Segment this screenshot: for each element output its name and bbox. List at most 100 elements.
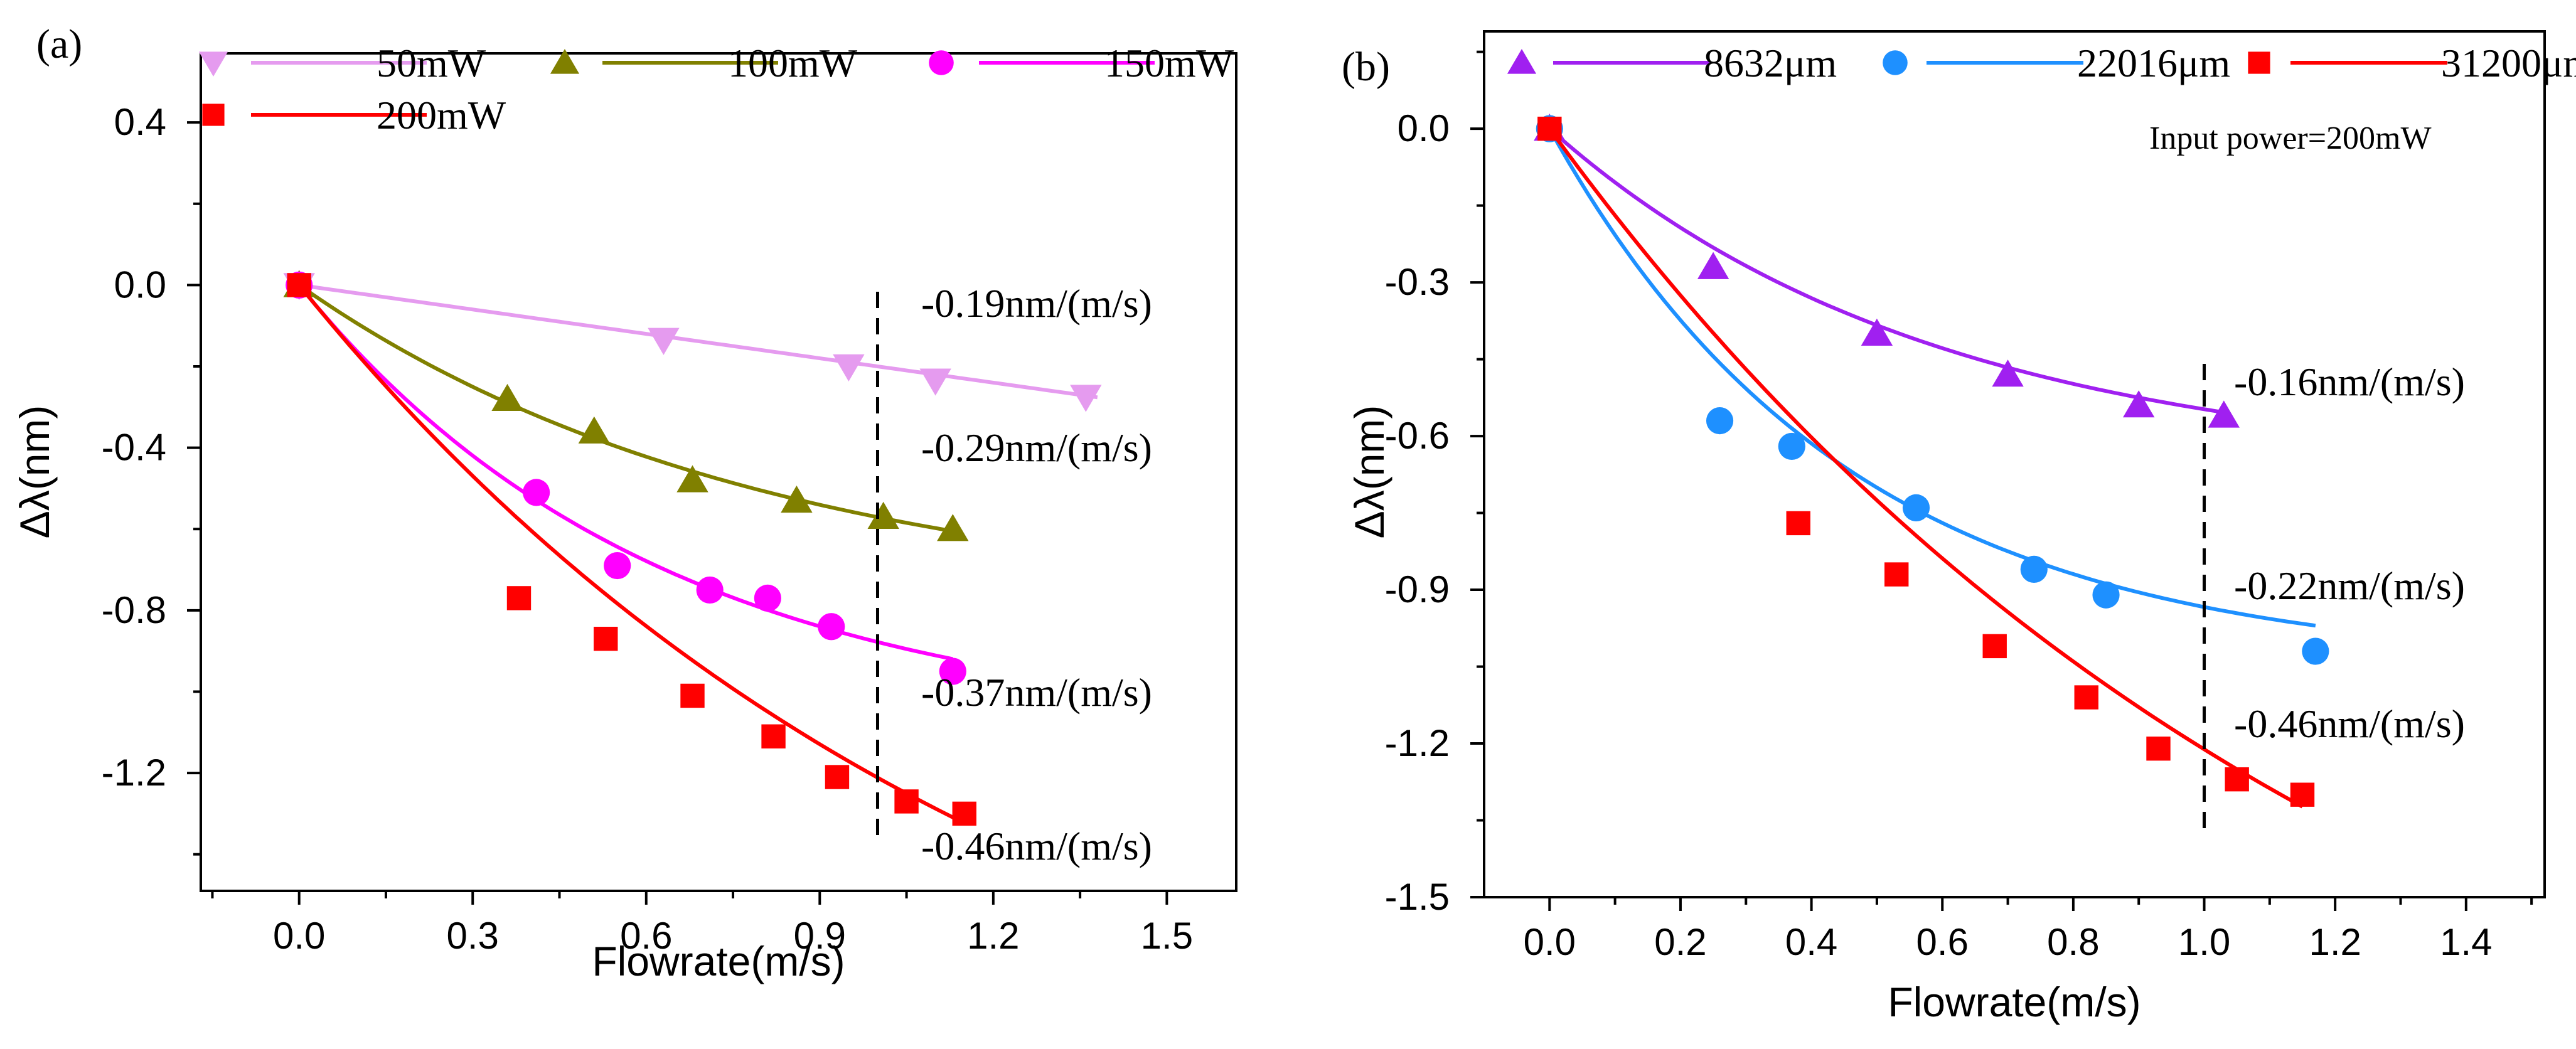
x-tick-label: 1.2 [2309,921,2361,963]
data-point-150mw [754,584,781,612]
slope-annotation-200mw: -0.46nm/(m/s) [921,824,1152,868]
y-tick-label: -0.4 [102,427,166,469]
x-tick-label: 0.2 [1654,921,1706,963]
input-power-note: Input power=200mW [2149,120,2432,156]
data-point-31200-m [2074,685,2098,710]
y-tick-label: -0.9 [1385,568,1450,610]
data-point-100mw [937,514,969,541]
data-point-150mw [818,613,845,641]
data-point-150mw [696,576,724,604]
data-point-22016-m [2092,581,2120,609]
slope-annotation-31200um: -0.46nm/(m/s) [2234,701,2465,746]
data-point-50mw [833,354,865,382]
slope-annotation-150mw: -0.37nm/(m/s) [921,670,1152,715]
legend-marker-8632-m [1507,49,1537,74]
data-point-150mw [604,551,631,580]
data-point-200mw [506,586,532,610]
legend-label-50mw: 50mW [377,41,486,85]
data-point-200mw [952,801,976,826]
y-tick-label: 0.4 [114,101,166,143]
legend-label-100mw: 100mW [728,41,858,85]
y-tick-label: -1.2 [1385,722,1450,764]
slope-annotation-50mw: -0.19nm/(m/s) [921,281,1152,326]
data-point-200mw [680,683,705,708]
data-point-8632-m [1992,359,2024,387]
y-axis-label-a: Δλ(nm) [11,405,58,539]
data-point-22016-m [1706,407,1734,435]
data-point-50mw [648,327,680,355]
data-point-8632-m [1697,252,1729,279]
legend-marker-100mw [550,49,580,74]
x-tick-label: 1.2 [967,915,1019,957]
legend-marker-200mw [202,104,225,126]
fit-line-8632-m [1548,127,2225,415]
legend-label-22016-m: 22016μm [2077,41,2230,85]
fit-line-100mw [297,283,953,533]
data-point-31200-m [1786,511,1810,536]
y-tick-label: -0.8 [102,589,166,631]
data-point-8632-m [2208,400,2240,428]
slope-annotation-100mw: -0.29nm/(m/s) [921,425,1152,470]
data-point-200mw [761,724,786,748]
data-point-100mw [867,501,899,529]
data-point-31200-m [2290,782,2315,807]
fit-line-200mw [297,284,966,825]
data-point-100mw [491,383,523,412]
data-point-22016-m [1902,494,1930,522]
data-point-200mw [287,273,311,297]
slope-annotation-8632um: -0.16nm/(m/s) [2234,359,2465,404]
x-tick-label: 0.4 [1785,921,1837,963]
legend-label-31200-m: 31200μm [2441,41,2576,85]
fit-line-22016-m [1547,127,2316,628]
y-axis-label-b: Δλ(nm) [1346,405,1392,539]
fit-line-31200-m [1547,127,2304,809]
data-point-8632-m [1861,318,1893,346]
x-axis-label-b: Flowrate(m/s) [1888,979,2140,1025]
x-tick-label: 0.0 [273,915,325,957]
x-tick-label: 0.0 [1524,921,1576,963]
chart-panel-b: (b) 0.0 0.2 0.4 0.6 0.8 1.0 1.2 1.4 0.0 -0.3 -0.6 -… [1342,30,2576,1025]
legend-marker-150mw [929,50,954,75]
data-point-150mw [523,479,550,506]
legend-a: 50mW 100mW 150mW 200mW [198,41,1234,137]
data-point-100mw [578,416,611,444]
plot-frame-b [1483,30,2546,898]
data-point-31200-m [1884,562,1909,587]
x-tick-label: 1.0 [2178,921,2230,963]
legend-label-200mw: 200mW [377,93,506,137]
data-point-200mw [894,789,919,814]
data-point-22016-m [1778,432,1805,461]
y-tick-label: -0.3 [1385,261,1450,303]
data-point-31200-m [2225,767,2249,792]
data-point-50mw [1070,385,1102,412]
x-tick-label: 0.6 [620,915,672,957]
y-tick-label: -0.6 [1385,415,1450,457]
data-point-100mw [676,465,708,493]
data-point-31200-m [1982,634,2007,659]
plot-frame-a [200,52,1237,892]
y-tick-label: 0.0 [1398,107,1450,149]
fit-line-50mw [299,283,1098,400]
x-axis-label-a: Flowrate(m/s) [592,938,845,984]
data-point-8632-m [2123,390,2155,418]
x-tick-label: 1.5 [1141,915,1193,957]
x-tick-label: 0.9 [794,915,846,957]
legend-label-150mw: 150mW [1104,41,1234,85]
legend-b: 8632μm 22016μm 31200μm [1507,41,2576,85]
legend-marker-22016-m [1883,50,1908,75]
legend-label-8632-m: 8632μm [1704,41,1837,85]
data-point-31200-m [2146,736,2171,761]
x-tick-label: 1.4 [2440,921,2492,963]
legend-marker-50mw [198,51,228,77]
panel-label-a: (a) [36,21,82,67]
slope-annotation-22016um: -0.22nm/(m/s) [2234,563,2465,608]
x-tick-label: 0.3 [447,915,499,957]
data-point-22016-m [2020,555,2048,583]
x-tick-label: 0.8 [2047,921,2099,963]
data-point-50mw [919,368,951,396]
data-point-200mw [594,627,618,651]
fit-line-150mw [297,284,953,661]
data-point-31200-m [1537,116,1562,141]
legend-marker-31200-m [2248,51,2270,74]
